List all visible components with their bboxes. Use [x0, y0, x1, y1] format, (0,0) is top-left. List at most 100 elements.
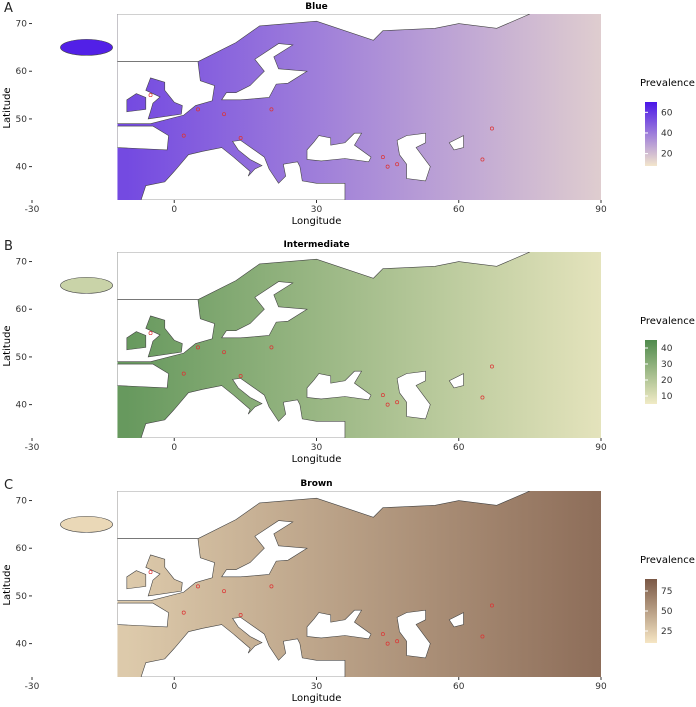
legend-title: Prevalence [640, 555, 695, 566]
panel-letter: A [4, 1, 13, 16]
site [181, 133, 186, 138]
map [117, 14, 601, 200]
colorbar [645, 340, 657, 404]
sea [117, 125, 169, 151]
legend-tick-label: 20 [661, 376, 673, 386]
iceland [60, 516, 113, 533]
x-tick-label: 90 [595, 443, 607, 453]
legend-tick-label: 40 [661, 129, 673, 139]
sea [396, 132, 431, 182]
site [181, 610, 186, 615]
sea [306, 370, 372, 401]
y-tick-label: 40 [16, 163, 28, 173]
site [148, 93, 153, 98]
site [238, 374, 243, 378]
legend-tick-label: 75 [661, 587, 672, 597]
map [117, 252, 601, 438]
legend-tick-label: 30 [661, 360, 673, 370]
legend-title: Prevalence [640, 316, 695, 327]
x-tick-label: 30 [311, 205, 323, 215]
x-tick-label: 60 [453, 205, 465, 215]
island [145, 554, 183, 597]
x-axis-label: Longitude [292, 693, 342, 703]
x-tick-label: 30 [311, 443, 323, 453]
site [385, 164, 390, 169]
legend-tick-label: 10 [661, 392, 673, 402]
site [238, 613, 243, 617]
site [395, 400, 400, 405]
x-tick-label: -30 [25, 205, 40, 215]
site [395, 162, 400, 167]
x-tick-label: 60 [453, 443, 465, 453]
site [489, 603, 494, 608]
site [385, 402, 390, 407]
y-axis-label: Latitude [2, 564, 13, 605]
colorbar [645, 102, 657, 166]
panel-letter: B [4, 239, 13, 254]
map [117, 491, 601, 677]
x-axis-label: Longitude [292, 454, 342, 465]
x-axis-label: Longitude [292, 216, 342, 227]
sea [306, 132, 372, 163]
site [489, 364, 494, 369]
site [196, 345, 200, 350]
x-tick-label: 0 [171, 205, 177, 215]
sea [140, 140, 346, 200]
site [148, 331, 153, 336]
x-tick-label: 60 [453, 682, 465, 692]
sea [117, 363, 169, 389]
x-tick-label: 0 [171, 682, 177, 692]
sea [448, 135, 464, 151]
site [238, 136, 243, 140]
x-tick-label: -30 [25, 443, 40, 453]
x-tick-label: 90 [595, 682, 607, 692]
sea [396, 370, 431, 420]
y-tick-label: 60 [16, 305, 28, 315]
sea [140, 378, 346, 438]
sea [117, 602, 169, 628]
panel-title: Blue [305, 2, 327, 12]
legend-tick-label: 50 [661, 607, 673, 617]
site [395, 639, 400, 644]
y-tick-label: 70 [16, 497, 28, 507]
site [380, 632, 385, 637]
sea [221, 43, 308, 101]
y-tick-label: 40 [16, 640, 28, 650]
y-tick-label: 70 [16, 20, 28, 30]
site [480, 634, 485, 639]
sea [448, 373, 464, 389]
sea [140, 617, 346, 677]
sea [448, 612, 464, 628]
y-tick-label: 50 [16, 115, 28, 125]
sea [221, 281, 308, 339]
site [480, 157, 485, 162]
site [269, 584, 274, 589]
y-tick-label: 70 [16, 258, 28, 268]
sea [306, 609, 372, 640]
x-tick-label: 90 [595, 205, 607, 215]
y-axis-label: Latitude [2, 325, 13, 366]
legend-tick-label: 20 [661, 150, 673, 160]
site [222, 589, 226, 594]
y-tick-label: 40 [16, 401, 28, 411]
x-tick-label: -30 [25, 682, 40, 692]
site [489, 126, 494, 131]
site [269, 107, 274, 112]
y-tick-label: 50 [16, 592, 28, 602]
sea [221, 520, 308, 578]
colorbar [645, 579, 657, 643]
y-axis-label: Latitude [2, 87, 13, 128]
site [222, 350, 226, 355]
y-tick-label: 60 [16, 544, 28, 554]
island [126, 93, 147, 113]
legend-title: Prevalence [640, 78, 695, 89]
site [148, 570, 153, 575]
island [126, 331, 147, 351]
panel-title: Intermediate [283, 240, 349, 250]
site [196, 107, 200, 112]
site [480, 395, 485, 400]
x-tick-label: 0 [171, 443, 177, 453]
island [145, 315, 183, 358]
site [380, 155, 385, 160]
